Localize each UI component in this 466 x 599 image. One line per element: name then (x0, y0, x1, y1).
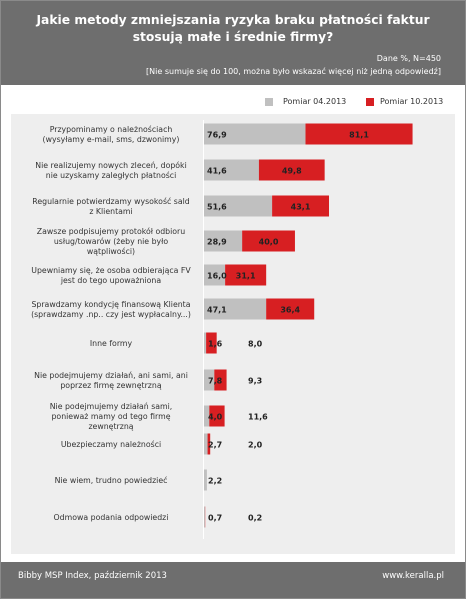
legend-label-2: Pomiar 10.2013 (380, 97, 444, 106)
bar-pomiar-04-2013 (204, 230, 243, 252)
bar-pomiar-10-2013 (225, 264, 267, 286)
value-label-pomiar-10-2013: 36,4 (280, 306, 300, 315)
category-label: Nie podejmujemy działań, ani sami, ani po… (34, 371, 188, 390)
value-label-pomiar-10-2013: 49,8 (282, 167, 302, 176)
value-label-pomiar-04-2013: 51,6 (207, 203, 227, 212)
category-label: Nie wiem, trudno powiedzieć (55, 476, 168, 485)
legend-item-1: Pomiar 04.2013 (265, 96, 355, 108)
bar-pomiar-04-2013 (204, 405, 210, 427)
category-label: Zawsze podpisujemy protokół odbioru usług… (37, 227, 185, 256)
value-label-pomiar-04-2013: 1,6 (208, 340, 223, 349)
value-label-pomiar-10-2013: 8,0 (248, 340, 263, 349)
category-label: Nie realizujemy nowych zleceń, dopóki nie… (35, 161, 186, 180)
category-label: Ubezpieczamy należności (61, 440, 161, 449)
bar-pomiar-10-2013 (242, 230, 295, 252)
footer-source: Bibby MSP Index, październik 2013 (18, 571, 167, 581)
legend-swatch-gray (265, 98, 273, 106)
title-line-1: Jakie metody zmniejszania ryzyka braku p… (36, 13, 430, 27)
value-label-pomiar-10-2013: 40,0 (259, 238, 279, 247)
category-label: Odmowa podania odpowiedzi (54, 513, 169, 522)
value-label-pomiar-10-2013: 0,2 (248, 514, 262, 523)
bar-pomiar-04-2013 (204, 195, 273, 217)
value-label-pomiar-04-2013: 16,0 (207, 272, 227, 281)
legend-item-2: Pomiar 10.2013 (366, 96, 456, 108)
value-label-pomiar-10-2013: 2,0 (248, 441, 263, 450)
bar-pomiar-10-2013 (258, 159, 325, 181)
footer-band: Bibby MSP Index, październik 2013 www.ke… (1, 562, 465, 598)
bar-pomiar-10-2013 (305, 123, 413, 145)
bar-chart: Przypominamy o należnościach (wysyłamy e-… (31, 120, 413, 539)
value-label-pomiar-04-2013: 28,9 (207, 238, 227, 247)
bar-pomiar-04-2013 (204, 159, 259, 181)
bar-pomiar-04-2013 (204, 332, 207, 354)
bar-pomiar-10-2013 (207, 433, 211, 455)
value-label-pomiar-04-2013: 2,7 (208, 441, 222, 450)
bar-pomiar-04-2013 (204, 469, 207, 491)
chart-panel: Przypominamy o należnościach (wysyłamy e-… (11, 114, 455, 554)
bar-pomiar-10-2013 (206, 332, 217, 354)
bar-pomiar-04-2013 (204, 506, 205, 528)
category-label: Regularnie potwierdzamy wysokość sald z K… (32, 197, 190, 216)
bar-pomiar-04-2013 (204, 298, 267, 320)
category-label: Sprawdzamy kondycję finansową Klienta (sp… (31, 300, 191, 319)
value-label-pomiar-04-2013: 47,1 (207, 306, 227, 315)
value-label-pomiar-04-2013: 41,6 (207, 167, 227, 176)
bar-pomiar-10-2013 (209, 405, 225, 427)
value-label-pomiar-04-2013: 2,2 (208, 477, 222, 486)
value-label-pomiar-10-2013: 31,1 (236, 272, 256, 281)
footer-url: www.keralla.pl (382, 571, 444, 581)
bar-pomiar-04-2013 (204, 369, 215, 391)
category-label: Przypominamy o należnościach (wysyłamy e-… (43, 125, 180, 144)
legend-swatch-red (366, 98, 374, 106)
value-label-pomiar-04-2013: 4,0 (208, 413, 223, 422)
bar-pomiar-10-2013 (266, 298, 315, 320)
bar-pomiar-10-2013 (214, 369, 227, 391)
category-label: Upewniamy się, że osoba odbierająca FV je… (31, 266, 191, 285)
value-label-pomiar-10-2013: 81,1 (349, 131, 369, 140)
category-label: Nie podejmujemy działań sami, ponieważ ma… (50, 402, 173, 431)
title-line-2: stosują małe i średnie firmy? (132, 30, 334, 44)
chart-title: Jakie metody zmniejszania ryzyka braku p… (31, 12, 435, 46)
bar-pomiar-04-2013 (204, 433, 208, 455)
header-band: Jakie metody zmniejszania ryzyka braku p… (1, 1, 465, 85)
bar-pomiar-10-2013 (272, 195, 330, 217)
bar-pomiar-04-2013 (204, 264, 226, 286)
sum-note: [Nie sumuje się do 100, można było wskaz… (146, 67, 441, 76)
value-label-pomiar-04-2013: 0,7 (208, 514, 222, 523)
category-label: Inne formy (90, 339, 133, 348)
legend-label-1: Pomiar 04.2013 (283, 97, 347, 106)
value-label-pomiar-10-2013: 43,1 (291, 203, 311, 212)
value-label-pomiar-10-2013: 11,6 (248, 413, 268, 422)
sample-note: Dane %, N=450 (376, 54, 441, 63)
value-label-pomiar-10-2013: 9,3 (248, 377, 262, 386)
bar-pomiar-04-2013 (204, 123, 306, 145)
value-label-pomiar-04-2013: 76,9 (207, 131, 227, 140)
value-label-pomiar-04-2013: 7,8 (208, 377, 223, 386)
